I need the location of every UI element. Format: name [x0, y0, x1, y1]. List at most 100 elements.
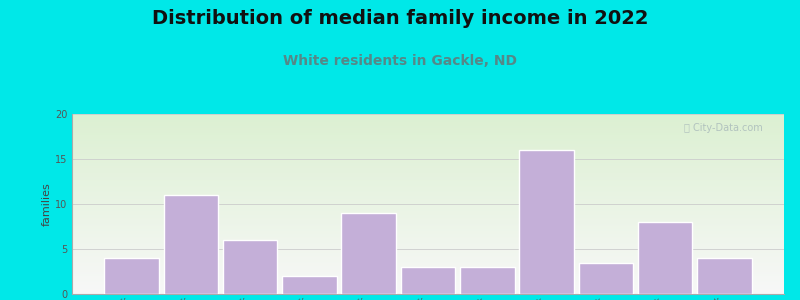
Bar [72, 250, 784, 251]
Bar [72, 153, 784, 154]
Text: Distribution of median family income in 2022: Distribution of median family income in … [152, 9, 648, 28]
Bar [72, 145, 784, 146]
Bar [72, 272, 784, 273]
Bar [72, 216, 784, 217]
Bar [72, 124, 784, 125]
Bar [72, 232, 784, 233]
Bar [72, 196, 784, 197]
Bar [72, 114, 784, 115]
Bar [72, 283, 784, 284]
Bar [72, 213, 784, 214]
Bar [72, 259, 784, 260]
Bar [72, 128, 784, 129]
Bar [72, 281, 784, 282]
Bar [72, 133, 784, 134]
Bar [72, 181, 784, 182]
Bar [72, 165, 784, 166]
Bar [72, 127, 784, 128]
Text: White residents in Gackle, ND: White residents in Gackle, ND [283, 54, 517, 68]
Bar [72, 273, 784, 274]
Bar [72, 130, 784, 131]
Bar [72, 269, 784, 270]
Bar [72, 198, 784, 199]
Bar [72, 189, 784, 190]
Bar [72, 163, 784, 164]
Bar [578, 262, 633, 294]
Bar [72, 173, 784, 174]
Bar [72, 136, 784, 137]
Bar [72, 287, 784, 288]
Bar [72, 243, 784, 244]
Bar [72, 178, 784, 179]
Bar [72, 228, 784, 229]
Bar [72, 193, 784, 194]
Bar [72, 154, 784, 155]
Bar [72, 223, 784, 224]
Bar [72, 143, 784, 144]
Bar [72, 150, 784, 151]
Bar [72, 197, 784, 198]
Bar [72, 202, 784, 203]
Bar [72, 260, 784, 261]
Bar [72, 218, 784, 219]
Bar [72, 267, 784, 268]
Bar [72, 262, 784, 263]
Bar [72, 139, 784, 140]
Bar [72, 241, 784, 242]
Bar [72, 123, 784, 124]
Bar [104, 258, 159, 294]
Bar [72, 168, 784, 169]
Bar [72, 292, 784, 293]
Bar [72, 120, 784, 121]
Bar [72, 138, 784, 139]
Bar [72, 160, 784, 161]
Bar [72, 146, 784, 147]
Bar [401, 267, 455, 294]
Bar [72, 186, 784, 187]
Bar [72, 268, 784, 269]
Bar [72, 227, 784, 228]
Bar [72, 271, 784, 272]
Bar [72, 288, 784, 289]
Bar [72, 257, 784, 258]
Bar [72, 210, 784, 211]
Bar [72, 254, 784, 255]
Bar [72, 238, 784, 239]
Bar [72, 115, 784, 116]
Bar [72, 125, 784, 126]
Text: ⓘ City-Data.com: ⓘ City-Data.com [684, 123, 762, 133]
Bar [72, 201, 784, 202]
Bar [72, 220, 784, 221]
Bar [72, 134, 784, 135]
Y-axis label: families: families [42, 182, 52, 226]
Bar [72, 149, 784, 150]
Bar [72, 118, 784, 119]
Bar [72, 234, 784, 235]
Bar [72, 222, 784, 223]
Bar [72, 141, 784, 142]
Bar [72, 219, 784, 220]
Bar [72, 175, 784, 176]
Bar [72, 169, 784, 170]
Bar [72, 151, 784, 152]
Bar [72, 176, 784, 177]
Bar [72, 172, 784, 173]
Bar [72, 171, 784, 172]
Bar [72, 240, 784, 241]
Bar [72, 263, 784, 264]
Bar [697, 258, 752, 294]
Bar [72, 137, 784, 138]
Bar [72, 278, 784, 279]
Bar [72, 256, 784, 257]
Bar [72, 183, 784, 184]
Bar [72, 279, 784, 280]
Bar [638, 222, 692, 294]
Bar [72, 174, 784, 175]
Bar [72, 157, 784, 158]
Bar [72, 190, 784, 191]
Bar [72, 217, 784, 218]
Bar [72, 290, 784, 291]
Bar [72, 214, 784, 215]
Bar [72, 118, 784, 119]
Bar [282, 276, 337, 294]
